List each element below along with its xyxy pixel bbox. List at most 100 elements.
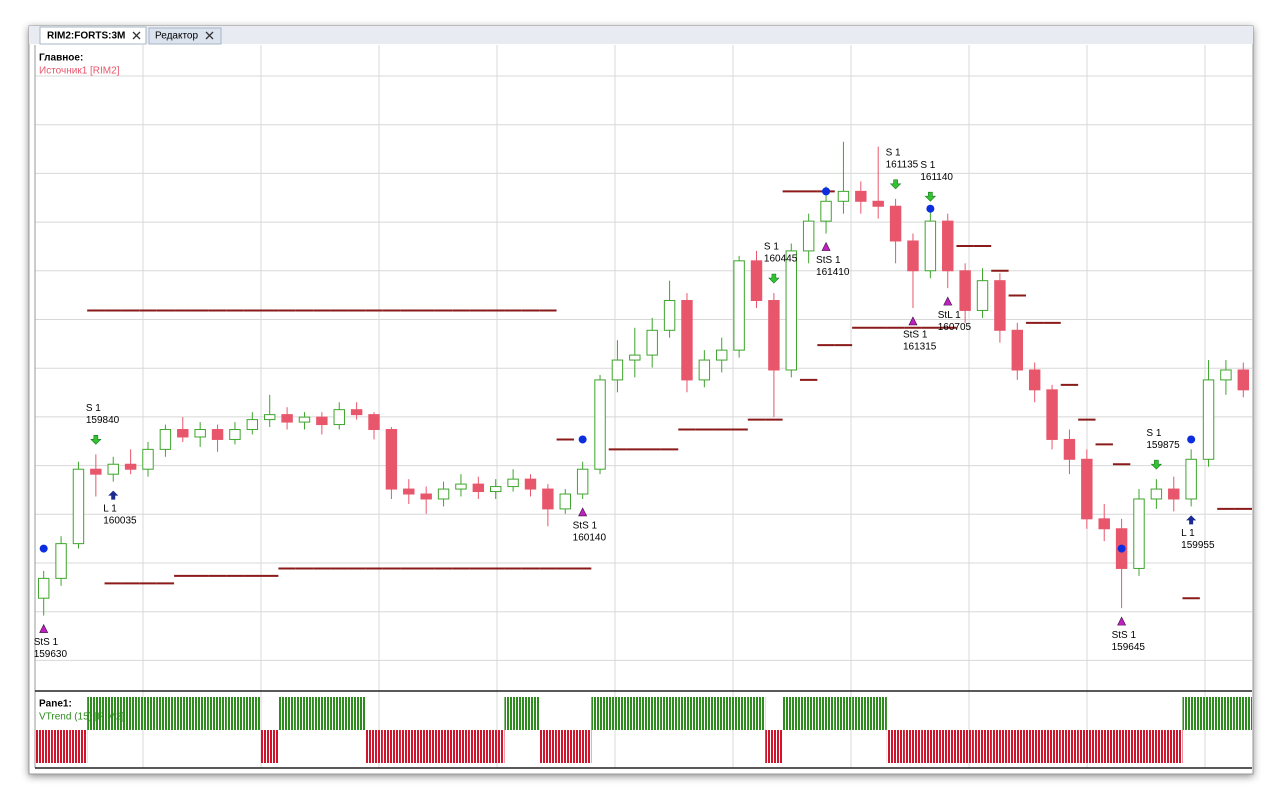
signal-price: 160035 — [103, 515, 137, 526]
trend-bar — [782, 697, 800, 730]
entry-dot — [39, 544, 48, 553]
tab[interactable] — [148, 27, 222, 45]
candle-body — [611, 359, 624, 381]
candle-body — [768, 300, 780, 371]
entry-dot — [822, 187, 831, 196]
signal-price: 159645 — [1112, 642, 1146, 653]
trend-bar — [1025, 730, 1044, 763]
sell-arrow — [924, 191, 937, 202]
trend-bar — [956, 730, 974, 763]
trend-bar — [1234, 697, 1252, 730]
signal-price: 161315 — [903, 342, 937, 353]
trend-bar — [643, 697, 661, 730]
candle-body — [403, 488, 415, 495]
tab-bar — [29, 26, 1253, 44]
signal-price: 160445 — [764, 254, 798, 265]
candle-body — [1081, 458, 1093, 520]
signal-label: L 1 — [1181, 528, 1195, 539]
trend-bar — [1217, 697, 1235, 730]
trend-bar — [521, 697, 540, 730]
candle-body — [1028, 369, 1041, 391]
trend-bar — [1112, 730, 1131, 763]
trend-bar — [295, 697, 314, 730]
trend-bar — [434, 730, 453, 763]
candle-body — [663, 300, 676, 331]
trend-bar — [191, 697, 209, 730]
trend-bar — [1078, 730, 1096, 763]
stop-triangle — [39, 623, 49, 633]
trend-bar — [591, 697, 609, 730]
candle-body — [420, 493, 432, 500]
candle-body — [107, 463, 119, 475]
trend-bar — [87, 697, 105, 730]
trend-bar — [487, 730, 505, 763]
trend-bar — [973, 730, 992, 763]
signal-price: 159955 — [1181, 540, 1215, 551]
tab-close[interactable] — [132, 31, 141, 40]
signal-label: L 1 — [103, 503, 117, 514]
trend-bar — [417, 730, 435, 763]
candle-body — [1202, 379, 1215, 460]
trend-bar — [121, 697, 140, 730]
trend-bar — [730, 697, 748, 730]
signal-label: S 1 — [86, 403, 101, 414]
signal-label: StS 1 — [573, 521, 598, 532]
entry-dot — [1187, 435, 1196, 444]
trend-bar — [278, 697, 296, 730]
trend-bar — [834, 697, 853, 730]
trend-bar — [452, 730, 470, 763]
trend-bar — [1043, 730, 1061, 763]
candle-body — [72, 468, 85, 545]
trend-bar — [921, 730, 940, 763]
candle-body — [542, 488, 554, 510]
trend-bar — [539, 730, 557, 763]
candle-body — [1185, 458, 1197, 500]
candle-body — [124, 463, 137, 470]
trend-bar — [504, 697, 522, 730]
candle-body — [1046, 389, 1058, 440]
trend-bar — [852, 697, 870, 730]
signal-price: 159875 — [1146, 440, 1180, 451]
trend-bar — [1199, 697, 1218, 730]
trend-bar — [347, 697, 366, 730]
candle-body — [159, 429, 172, 450]
trend-bar — [904, 730, 922, 763]
entry-dot — [578, 435, 587, 444]
trend-bar — [1095, 730, 1113, 763]
trend-bar — [713, 697, 731, 730]
trend-bar — [243, 697, 262, 730]
buy-arrow — [1186, 515, 1197, 525]
trend-bar — [608, 697, 627, 730]
grid — [35, 45, 1252, 768]
trend-bar — [1008, 730, 1026, 763]
trend-bar — [382, 730, 401, 763]
trend-bar — [939, 730, 957, 763]
candle-body — [437, 488, 450, 500]
trend-bar — [139, 697, 157, 730]
tab-label[interactable]: Редактор — [155, 31, 198, 42]
tab-label[interactable]: RIM2:FORTS:3M — [47, 31, 125, 42]
trend-bar — [400, 730, 418, 763]
pane-title: Pane1: — [39, 699, 72, 710]
trend-bar — [365, 730, 383, 763]
candle-body — [1150, 488, 1163, 500]
stop-triangle — [578, 507, 588, 517]
tab-close[interactable] — [205, 31, 214, 40]
trend-bar — [817, 697, 835, 730]
trend-bar — [573, 730, 592, 763]
tab-active[interactable] — [39, 26, 147, 45]
candle-body — [837, 190, 850, 202]
window-frame — [28, 25, 1254, 775]
candle-body — [1011, 329, 1024, 371]
trend-bar — [469, 730, 488, 763]
signal-label: S 1 — [1146, 428, 1161, 439]
trend-bar — [52, 730, 70, 763]
candle-body — [507, 478, 519, 488]
candle-body — [1098, 518, 1110, 530]
candle-body — [733, 260, 745, 351]
candle-body — [333, 409, 345, 426]
candle-body — [55, 543, 67, 579]
